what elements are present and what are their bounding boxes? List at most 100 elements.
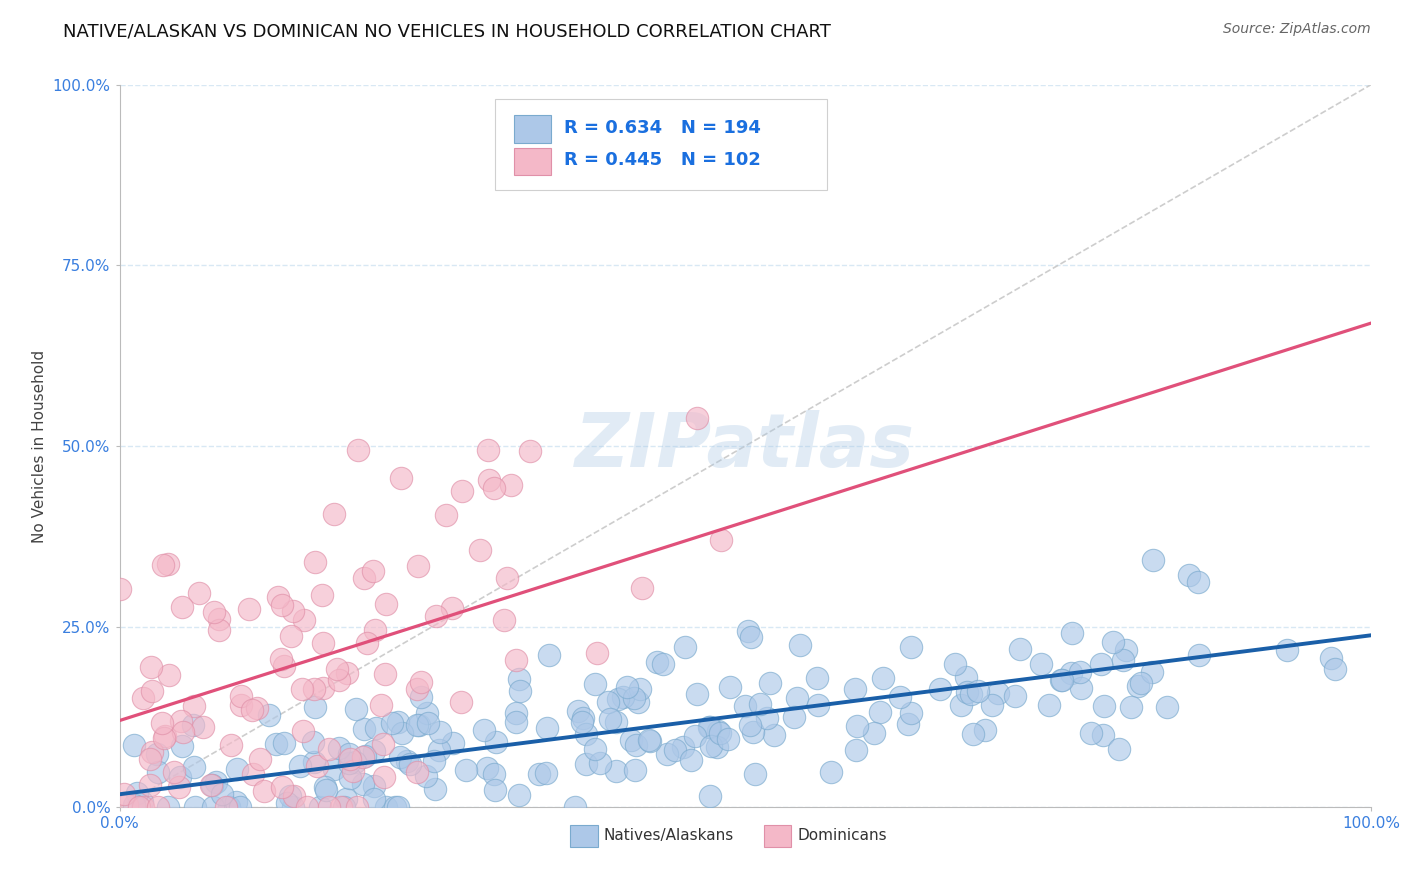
Point — [356, 635, 378, 649]
Point — [304, 700, 326, 714]
Point — [429, 724, 451, 739]
Point — [1323, 662, 1346, 676]
Point — [375, 597, 398, 611]
Point — [153, 729, 176, 743]
Point — [141, 745, 163, 759]
Point — [381, 715, 404, 730]
Point — [638, 734, 661, 748]
Point — [202, 800, 225, 814]
FancyBboxPatch shape — [513, 115, 551, 143]
Point — [304, 556, 326, 570]
Point — [631, 581, 654, 595]
Point — [699, 789, 721, 803]
Point — [159, 668, 181, 682]
Point — [686, 410, 709, 425]
Point — [208, 623, 231, 637]
Point — [156, 558, 179, 572]
Point — [219, 738, 242, 752]
Point — [943, 657, 966, 671]
Point — [742, 725, 765, 739]
Point — [571, 714, 593, 729]
Point — [583, 742, 606, 756]
Point — [309, 800, 332, 814]
Point — [183, 760, 205, 774]
Point — [281, 604, 304, 618]
Point — [441, 735, 464, 749]
Point — [675, 640, 697, 654]
Point — [184, 800, 207, 814]
Point — [505, 715, 527, 730]
Point — [253, 783, 276, 797]
Point — [278, 789, 301, 803]
Point — [897, 717, 920, 731]
Point — [889, 690, 911, 705]
Point — [605, 764, 627, 778]
Point — [138, 752, 160, 766]
Point — [391, 725, 413, 739]
Point — [1070, 681, 1092, 696]
Point — [264, 737, 287, 751]
Point — [485, 735, 508, 749]
Point — [326, 662, 349, 676]
Point — [624, 738, 647, 752]
Point — [1178, 568, 1201, 582]
Point — [567, 704, 589, 718]
Point — [450, 484, 472, 499]
Point — [820, 764, 842, 779]
Point — [132, 691, 155, 706]
Point — [599, 712, 621, 726]
Point — [169, 770, 191, 784]
Point — [398, 757, 420, 772]
Point — [683, 729, 706, 743]
Point — [354, 748, 377, 763]
Point — [112, 787, 135, 801]
Point — [845, 742, 868, 756]
Point — [655, 747, 678, 762]
Point — [117, 797, 139, 812]
FancyBboxPatch shape — [569, 825, 598, 847]
Point — [672, 739, 695, 754]
Point — [153, 731, 176, 746]
Point — [312, 636, 335, 650]
Point — [202, 605, 225, 619]
Point — [337, 747, 360, 761]
Point — [434, 508, 457, 523]
Point — [312, 681, 335, 695]
Point — [1038, 698, 1060, 713]
Point — [450, 695, 472, 709]
Point — [427, 743, 450, 757]
Point — [283, 789, 305, 803]
Point — [869, 706, 891, 720]
Point — [218, 800, 240, 814]
Point — [686, 687, 709, 701]
FancyBboxPatch shape — [763, 825, 792, 847]
Point — [496, 571, 519, 585]
Point — [191, 720, 214, 734]
Point — [624, 764, 647, 778]
Point — [508, 788, 530, 802]
Point — [339, 772, 361, 786]
Point — [1275, 643, 1298, 657]
Point — [664, 743, 686, 757]
Point — [139, 660, 162, 674]
Point — [273, 736, 295, 750]
Point — [499, 478, 522, 492]
Point — [492, 613, 515, 627]
Point — [276, 796, 298, 810]
Point — [328, 673, 350, 687]
Point — [146, 800, 169, 814]
Point — [980, 698, 1002, 712]
Point — [697, 720, 720, 734]
Point — [505, 653, 527, 667]
Point — [575, 727, 598, 741]
Point — [291, 681, 314, 696]
Point — [1091, 728, 1114, 742]
Point — [612, 690, 634, 704]
Point — [138, 778, 160, 792]
Point — [759, 676, 782, 690]
Point — [710, 533, 733, 547]
Point — [806, 671, 828, 685]
Point — [484, 783, 506, 797]
Point — [956, 685, 979, 699]
Point — [423, 754, 446, 768]
